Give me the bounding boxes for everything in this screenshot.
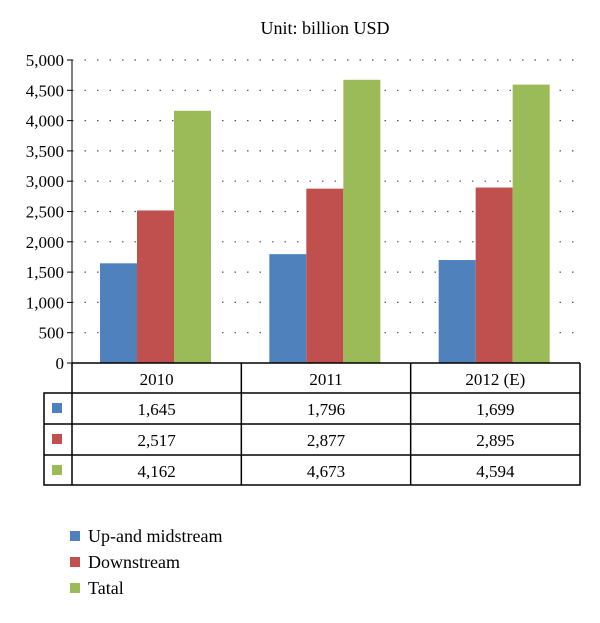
y-tick-label-5: 2,500	[26, 203, 64, 222]
y-tick-label-3: 1,500	[26, 263, 64, 282]
bar-1-0	[137, 210, 174, 363]
data-label-1-2: 2,895	[476, 431, 514, 450]
legend-item-0: Up-and midstream	[70, 523, 222, 549]
bar-0-0	[100, 263, 137, 363]
legend: Up-and midstream Downstream Tatal	[70, 523, 222, 601]
legend-swatch-1	[70, 557, 80, 567]
legend-label-0: Up-and midstream	[88, 525, 223, 546]
y-tick-label-2: 1,000	[26, 293, 64, 312]
data-label-1-1: 2,877	[307, 431, 346, 450]
bar-1-1	[306, 188, 344, 363]
y-tick-label-10: 5,000	[26, 51, 64, 70]
y-tick-label-7: 3,500	[26, 142, 64, 161]
legend-swatch-0	[70, 531, 80, 541]
data-label-2-1: 4,673	[307, 462, 345, 481]
data-label-0-1: 1,796	[307, 400, 345, 419]
data-label-2-2: 4,594	[476, 462, 515, 481]
bar-0-2	[438, 260, 476, 363]
legend-item-2: Tatal	[70, 575, 222, 601]
legend-swatch-2	[70, 583, 80, 593]
legend-label-2: Tatal	[88, 577, 124, 598]
x-tick-label-2: 2012 (E)	[465, 370, 525, 389]
x-tick-label-0: 2010	[140, 370, 174, 389]
legend-item-1: Downstream	[70, 549, 222, 575]
y-tick-label-9: 4,500	[26, 81, 64, 100]
y-tick-label-4: 2,000	[26, 233, 64, 252]
y-tick-label-1: 500	[39, 324, 65, 343]
table-legend-key-2	[52, 465, 62, 475]
y-tick-label-6: 3,000	[26, 172, 64, 191]
data-label-1-0: 2,517	[138, 431, 177, 450]
bar-2-2	[512, 84, 550, 363]
bar-0-1	[269, 254, 307, 363]
data-table-border	[43, 392, 581, 486]
y-tick-label-8: 4,000	[26, 112, 64, 131]
data-label-0-2: 1,699	[476, 400, 514, 419]
data-label-2-0: 4,162	[138, 462, 176, 481]
table-legend-key-0	[52, 403, 62, 413]
bar-2-1	[343, 79, 381, 364]
table-legend-key-1	[52, 434, 62, 444]
bar-2-0	[174, 110, 211, 363]
data-label-0-0: 1,645	[138, 400, 176, 419]
legend-label-1: Downstream	[88, 551, 180, 572]
y-tick-label-0: 0	[56, 354, 65, 373]
chart-subtitle: Unit: billion USD	[260, 18, 390, 38]
bar-1-2	[475, 187, 513, 363]
x-tick-label-1: 2011	[309, 370, 342, 389]
